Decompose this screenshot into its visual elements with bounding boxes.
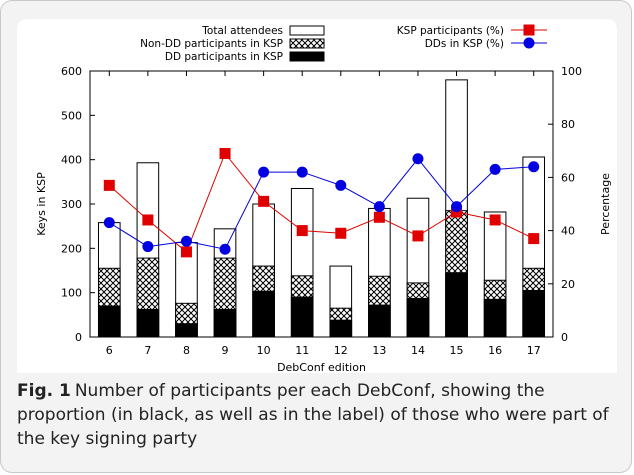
x-tick-label: 14 (411, 344, 425, 357)
y-tick-label: 100 (61, 287, 82, 300)
point-square-10 (258, 195, 270, 207)
point-circle-11 (296, 166, 308, 178)
y-tick-label: 0 (75, 331, 82, 344)
x-tick-label: 11 (295, 344, 309, 357)
legend-label-solid: DD participants in KSP (165, 51, 283, 63)
bar-solid-15 (445, 272, 468, 338)
y2-tick-label: 60 (561, 171, 575, 184)
point-circle-6 (103, 217, 115, 229)
bar-solid-17 (522, 289, 546, 338)
bar-solid-16 (483, 298, 507, 338)
y-tick-label: 200 (61, 242, 82, 255)
legend-label-crosshatch: Non-DD participants in KSP (140, 38, 283, 50)
point-circle-9 (219, 243, 231, 255)
y2-tick-label: 40 (561, 225, 575, 238)
point-square-14 (412, 230, 424, 242)
x-tick-label: 17 (527, 344, 541, 357)
x-tick-label: 16 (488, 344, 502, 357)
point-square-8 (180, 246, 192, 258)
x-tick-label: 8 (183, 344, 190, 357)
x-tick-label: 13 (372, 344, 386, 357)
series-line-1 (109, 157, 534, 250)
plot-area: 0 100 200 300 400 500 600 0 20 40 60 80 100 6 7 8 9 10 11 1… (17, 19, 617, 373)
y2-axis-label: Percentage (599, 173, 612, 235)
point-circle-8 (180, 235, 192, 247)
legend-label-line-1: DDs in KSP (%) (425, 38, 504, 50)
y-axis-label: Keys in KSP (35, 172, 48, 236)
point-square-12 (335, 227, 347, 239)
point-circle-13 (373, 201, 385, 213)
y2-tick-label: 100 (561, 65, 582, 78)
point-square-16 (489, 214, 501, 226)
legend-marker-circle (523, 37, 535, 49)
point-circle-17 (528, 161, 540, 173)
legend-swatch-crosshatch (289, 38, 325, 49)
x-axis-label: DebConf edition (277, 361, 366, 373)
bar-solid-10 (252, 290, 275, 338)
x-tick-label: 9 (222, 344, 229, 357)
bar-solid-11 (290, 296, 314, 338)
x-tick-label: 6 (106, 344, 113, 357)
chart: 0 100 200 300 400 500 600 0 20 40 60 80 100 6 7 8 9 10 11 1… (35, 24, 612, 373)
legend-marker-square (523, 24, 535, 36)
point-square-11 (296, 225, 308, 237)
x-tick-label: 15 (450, 344, 464, 357)
legend-swatch-outline (289, 25, 325, 36)
legend-label-line-0: KSP participants (%) (397, 25, 504, 37)
point-square-9 (219, 147, 231, 159)
point-square-17 (528, 233, 540, 245)
point-square-6 (103, 179, 115, 191)
y2-tick-label: 80 (561, 118, 575, 131)
y-tick-label: 600 (61, 65, 82, 78)
point-circle-7 (142, 241, 154, 253)
point-square-13 (373, 211, 385, 223)
series-line-0 (108, 152, 534, 253)
point-circle-14 (412, 153, 424, 165)
y2-tick-label: 0 (561, 331, 568, 344)
legend-swatch-solid (289, 51, 325, 62)
point-square-7 (142, 214, 154, 226)
point-circle-10 (258, 166, 270, 178)
legend-label-outline: Total attendees (201, 25, 283, 37)
x-tick-label: 12 (334, 344, 348, 357)
point-circle-16 (489, 163, 501, 175)
bar-solid-14 (406, 297, 430, 338)
y-tick-label: 500 (61, 109, 82, 122)
point-circle-15 (451, 201, 463, 213)
y2-tick-label: 20 (561, 278, 575, 291)
plot-frame (89, 70, 554, 338)
x-tick-label: 10 (257, 344, 271, 357)
caption-label: Fig. 1 (17, 381, 71, 401)
x-tick-label: 7 (144, 344, 151, 357)
figure-caption: Fig. 1 Number of participants per each De… (17, 379, 617, 451)
y-tick-label: 400 (61, 154, 82, 167)
caption-text: Number of participants per each DebConf,… (17, 381, 609, 449)
y-tick-label: 300 (61, 198, 82, 211)
point-circle-12 (335, 179, 347, 191)
